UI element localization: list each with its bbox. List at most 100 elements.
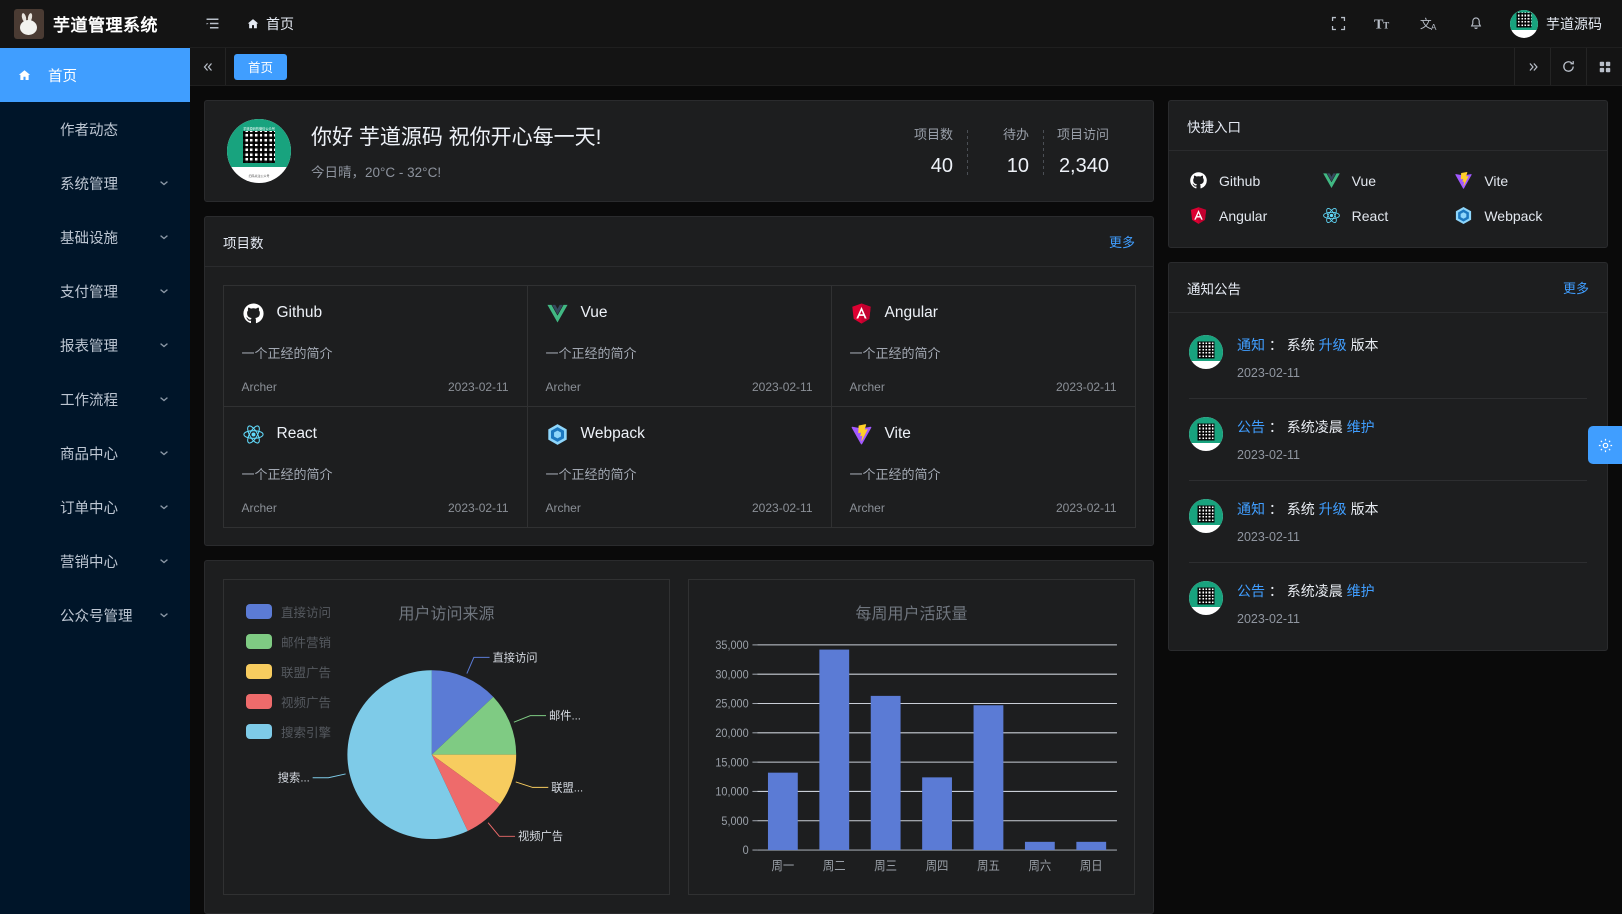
notice-row[interactable]: 通知 ： 系统 升级 版本 2023-02-11 <box>1189 317 1587 399</box>
greeting-text: 你好 芋道源码 祝你开心每一天! 今日晴，20°C - 32°C! <box>311 121 891 181</box>
breadcrumb[interactable]: 首页 <box>234 14 306 34</box>
sidebar-item-label: 商品中心 <box>60 446 118 463</box>
notices-title: 通知公告 <box>1187 281 1241 297</box>
legend-item[interactable]: 联盟广告 <box>246 662 331 681</box>
hamburger-menu-icon[interactable] <box>190 0 234 48</box>
avatar <box>1510 9 1538 38</box>
avatar-top-text: 芋道源码的微信公众号 <box>243 127 275 131</box>
translate-icon[interactable]: 文 A <box>1408 0 1452 48</box>
app-title: 芋道管理系统 <box>53 16 158 35</box>
svg-text:10,000: 10,000 <box>715 786 748 799</box>
legend-item[interactable]: 搜索引擎 <box>246 722 331 741</box>
quick-link-label: Vite <box>1484 172 1509 189</box>
sidebar-item-marketing-center[interactable]: 营销中心 <box>0 534 190 588</box>
sidebar-item-author-news[interactable]: 作者动态 <box>0 102 190 156</box>
avatar-bottom-text: 扫码关注公众号 <box>248 174 270 178</box>
notice-row[interactable]: 通知 ： 系统 升级 版本 2023-02-11 <box>1189 481 1587 563</box>
sidebar-item-system-management[interactable]: 系统管理 <box>0 156 190 210</box>
grid-menu-icon[interactable] <box>1586 48 1622 85</box>
notice-title[interactable]: 通知 ： 系统 升级 版本 <box>1237 335 1587 355</box>
project-meta: Archer 2023-02-11 <box>546 380 813 394</box>
project-card-react[interactable]: React 一个正经的简介 Archer 2023-02-11 <box>222 405 528 528</box>
svg-text:35,000: 35,000 <box>715 640 748 653</box>
sidebar-item-order-center[interactable]: 订单中心 <box>0 480 190 534</box>
sidebar-item-official-account[interactable]: 公众号管理 <box>0 588 190 642</box>
notice-row[interactable]: 公告 ： 系统凌晨 维护 2023-02-11 <box>1189 563 1587 644</box>
project-card-webpack[interactable]: Webpack 一个正经的简介 Archer 2023-02-11 <box>526 405 832 528</box>
notice-text-pre: 系统凌晨 <box>1286 419 1343 435</box>
quick-link-vite[interactable]: Vite <box>1454 171 1587 190</box>
pie-chart-user-source[interactable]: 用户访问来源 直接访问 邮件营销 <box>223 579 670 895</box>
quick-link-webpack[interactable]: Webpack <box>1454 206 1587 225</box>
project-card-vue[interactable]: Vue 一个正经的简介 Archer 2023-02-11 <box>526 284 832 407</box>
settings-gear-icon[interactable] <box>1588 426 1622 464</box>
sidebar-item-report-management[interactable]: 报表管理 <box>0 318 190 372</box>
legend-swatch <box>246 664 272 679</box>
double-chevron-right-icon[interactable] <box>1514 48 1550 85</box>
svg-text:20,000: 20,000 <box>715 728 748 741</box>
quick-link-react[interactable]: React <box>1322 206 1455 225</box>
project-meta: Archer 2023-02-11 <box>242 501 509 515</box>
sidebar-item-label: 营销中心 <box>60 554 118 571</box>
project-desc: 一个正经的简介 <box>849 466 941 482</box>
webpack-icon <box>1454 206 1473 225</box>
notices-more-link[interactable]: 更多 <box>1562 281 1589 296</box>
project-card-github[interactable]: Github 一个正经的简介 Archer 2023-02-11 <box>222 284 528 407</box>
sidebar-item-home[interactable]: 首页 <box>0 48 190 102</box>
tab-home[interactable]: 首页 <box>234 53 288 80</box>
project-desc: 一个正经的简介 <box>849 345 941 361</box>
vue-icon <box>1322 171 1341 190</box>
sidebar-item-infrastructure[interactable]: 基础设施 <box>0 210 190 264</box>
github-icon <box>1189 171 1208 190</box>
quick-link-angular[interactable]: Angular <box>1189 206 1322 225</box>
quick-access-header: 快捷入口 <box>1169 101 1607 151</box>
notice-row[interactable]: 公告 ： 系统凌晨 维护 2023-02-11 <box>1189 399 1587 481</box>
quick-link-label: Angular <box>1219 207 1268 224</box>
project-card-vite[interactable]: Vite 一个正经的简介 Archer 2023-02-11 <box>830 405 1136 528</box>
sidebar-item-label: 作者动态 <box>60 122 118 139</box>
breadcrumb-label: 首页 <box>266 15 294 32</box>
projects-more-link[interactable]: 更多 <box>1108 235 1135 250</box>
user-menu[interactable]: 芋道源码 <box>1500 0 1610 48</box>
bar-chart-weekly-active[interactable]: 每周用户活跃量 0 5,000 10,000 15,000 20,000 25,000 30… <box>688 579 1135 895</box>
top-header: 芋道管理系统 首页 <box>0 0 1622 48</box>
legend-item[interactable]: 视频广告 <box>246 692 331 711</box>
notice-title[interactable]: 公告 ： 系统凌晨 维护 <box>1237 581 1587 601</box>
project-header: React <box>242 423 509 446</box>
double-chevron-left-icon[interactable] <box>190 48 226 85</box>
svg-text:30,000: 30,000 <box>715 669 748 682</box>
legend-item[interactable]: 邮件营销 <box>246 632 331 651</box>
legend-item[interactable]: 直接访问 <box>246 602 331 621</box>
font-size-icon[interactable]: T T <box>1362 0 1406 48</box>
stat-value: 2,340 <box>1058 155 1109 177</box>
projects-card-header: 项目数 更多 <box>205 217 1153 267</box>
logo-area[interactable]: 芋道管理系统 <box>0 0 190 48</box>
notice-text-pre: 系统 <box>1286 337 1315 353</box>
notice-type: 通知 <box>1237 501 1265 517</box>
project-author: Archer <box>849 379 885 394</box>
svg-text:T: T <box>1383 21 1389 31</box>
notice-title[interactable]: 通知 ： 系统 升级 版本 <box>1237 499 1587 519</box>
notice-separator: ： <box>1268 419 1283 435</box>
project-card-angular[interactable]: Angular 一个正经的简介 Archer 2023-02-11 <box>830 284 1136 407</box>
quick-link-github[interactable]: Github <box>1189 171 1322 190</box>
sidebar-item-workflow[interactable]: 工作流程 <box>0 372 190 426</box>
notice-text-pre: 系统凌晨 <box>1286 583 1343 599</box>
refresh-icon[interactable] <box>1550 48 1586 85</box>
notification-bell-icon[interactable] <box>1454 0 1498 48</box>
angular-icon <box>1189 206 1208 225</box>
quick-link-vue[interactable]: Vue <box>1322 171 1455 190</box>
sidebar-item-product-center[interactable]: 商品中心 <box>0 426 190 480</box>
sidebar-item-label: 订单中心 <box>60 500 118 517</box>
sidebar-item-payment-management[interactable]: 支付管理 <box>0 264 190 318</box>
notice-body: 通知 ： 系统 升级 版本 2023-02-11 <box>1237 499 1587 544</box>
header-right-tools: T T 文 A 芋道源码 <box>1316 0 1622 48</box>
fullscreen-icon[interactable] <box>1316 0 1360 48</box>
sidebar-item-label: 工作流程 <box>60 392 118 409</box>
sidebar-item-label: 首页 <box>48 68 77 85</box>
notice-title[interactable]: 公告 ： 系统凌晨 维护 <box>1237 417 1587 437</box>
svg-text:5,000: 5,000 <box>721 815 748 828</box>
project-name: Vite <box>884 425 911 442</box>
sidebar-item-label: 报表管理 <box>60 338 118 355</box>
project-date: 2023-02-11 <box>448 379 509 394</box>
